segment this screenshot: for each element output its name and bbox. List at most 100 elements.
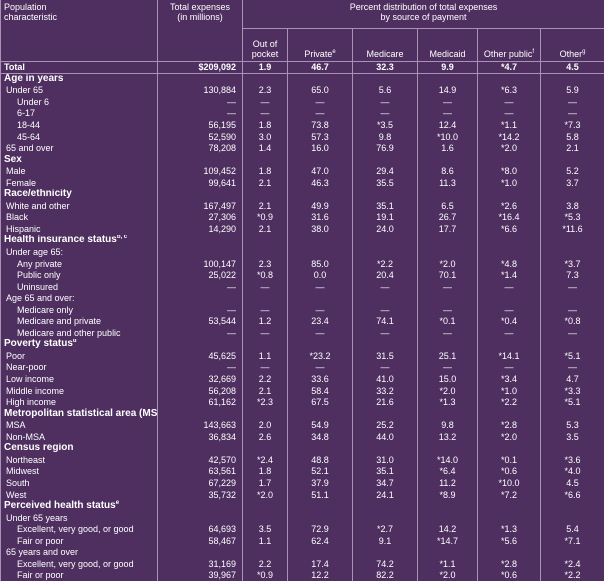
section-title: Metropolitan statistical area (MSA)a (1, 408, 158, 420)
cell-value: *6.6 (478, 223, 541, 235)
cell-value: 56,208 (158, 385, 243, 397)
column-header: Medicare (353, 29, 418, 62)
cell-value: *3.5 (353, 119, 418, 131)
cell-value: *10.0 (478, 477, 541, 489)
empty-cell (158, 73, 243, 85)
cell-value: 5.8 (541, 131, 604, 143)
cell-value: — (418, 281, 478, 293)
cell-value: 20.4 (353, 269, 418, 281)
empty-cell (478, 154, 541, 166)
cell-value: *4.7 (478, 62, 541, 74)
cell-value: *2.3 (243, 396, 288, 408)
cell-value: — (158, 96, 243, 108)
empty-cell (353, 235, 418, 247)
cell-value: *2.2 (478, 396, 541, 408)
empty-cell (418, 235, 478, 247)
cell-value: 58,467 (158, 535, 243, 547)
row-label: Age 65 and over: (1, 292, 158, 304)
empty-cell (243, 546, 288, 558)
cell-value: 3.8 (541, 200, 604, 212)
column-header: Other publicf (478, 29, 541, 62)
cell-value: 2.2 (243, 373, 288, 385)
cell-value: 44.0 (353, 431, 418, 443)
cell-value: 33.6 (288, 373, 353, 385)
empty-cell (541, 512, 604, 524)
cell-value: 1.8 (243, 165, 288, 177)
cell-value: — (243, 96, 288, 108)
cell-value: 2.2 (243, 558, 288, 570)
cell-value: — (418, 108, 478, 120)
empty-cell (243, 443, 288, 455)
cell-value: 47.0 (288, 165, 353, 177)
cell-value: 58.4 (288, 385, 353, 397)
cell-value: 45,625 (158, 350, 243, 362)
row-label: Poor (1, 350, 158, 362)
empty-cell (288, 443, 353, 455)
cell-value: 33.2 (353, 385, 418, 397)
cell-value: 32.3 (353, 62, 418, 74)
cell-value: 14.2 (418, 523, 478, 535)
cell-value: *14.0 (418, 454, 478, 466)
cell-value: *2.4 (541, 558, 604, 570)
cell-value: — (158, 362, 243, 374)
row-label: Fair or poor (1, 570, 158, 581)
cell-value: 1.1 (243, 535, 288, 547)
cell-value: *6.4 (418, 466, 478, 478)
cell-value: 1.1 (243, 350, 288, 362)
section-row: Race/ethnicity (1, 189, 604, 201)
cell-value: 9.8 (418, 419, 478, 431)
cell-value: 11.2 (418, 477, 478, 489)
empty-cell (158, 546, 243, 558)
empty-cell (418, 546, 478, 558)
section-title-text: Poverty status (4, 339, 73, 350)
cell-value: 41.0 (353, 373, 418, 385)
cell-value: — (478, 96, 541, 108)
cell-value: — (243, 108, 288, 120)
cell-value: 9.8 (353, 131, 418, 143)
empty-cell (478, 512, 541, 524)
cell-value: *7.2 (478, 489, 541, 501)
empty-cell (243, 292, 288, 304)
cell-value: 3.7 (541, 177, 604, 189)
label-line: Total expenses (170, 2, 230, 12)
cell-value: *14.2 (478, 131, 541, 143)
cell-value: 12.2 (288, 570, 353, 581)
row-label: Uninsured (1, 281, 158, 293)
empty-cell (418, 246, 478, 258)
cell-value: *14.7 (418, 535, 478, 547)
row-label: High income (1, 396, 158, 408)
cell-value: *23.2 (288, 350, 353, 362)
row-label: 65 years and over (1, 546, 158, 558)
cell-value: — (158, 281, 243, 293)
cell-value: 4.7 (541, 373, 604, 385)
empty-cell (478, 443, 541, 455)
cell-value: 2.1 (243, 200, 288, 212)
cell-value: 11.3 (418, 177, 478, 189)
cell-value: 35.1 (353, 466, 418, 478)
cell-value: 5.6 (353, 85, 418, 97)
empty-cell (158, 292, 243, 304)
row-label: Female (1, 177, 158, 189)
cell-value: 109,452 (158, 165, 243, 177)
cell-value: — (353, 362, 418, 374)
row-label: Northeast (1, 454, 158, 466)
cell-value: 57.3 (288, 131, 353, 143)
section-title: Health insurance statusb, c (1, 235, 158, 247)
cell-value: 21.6 (353, 396, 418, 408)
empty-cell (541, 235, 604, 247)
row-label: Black (1, 212, 158, 224)
cell-value: — (288, 327, 353, 339)
row-label: Medicare only (1, 304, 158, 316)
data-row: Under age 65: (1, 246, 604, 258)
empty-cell (478, 546, 541, 558)
